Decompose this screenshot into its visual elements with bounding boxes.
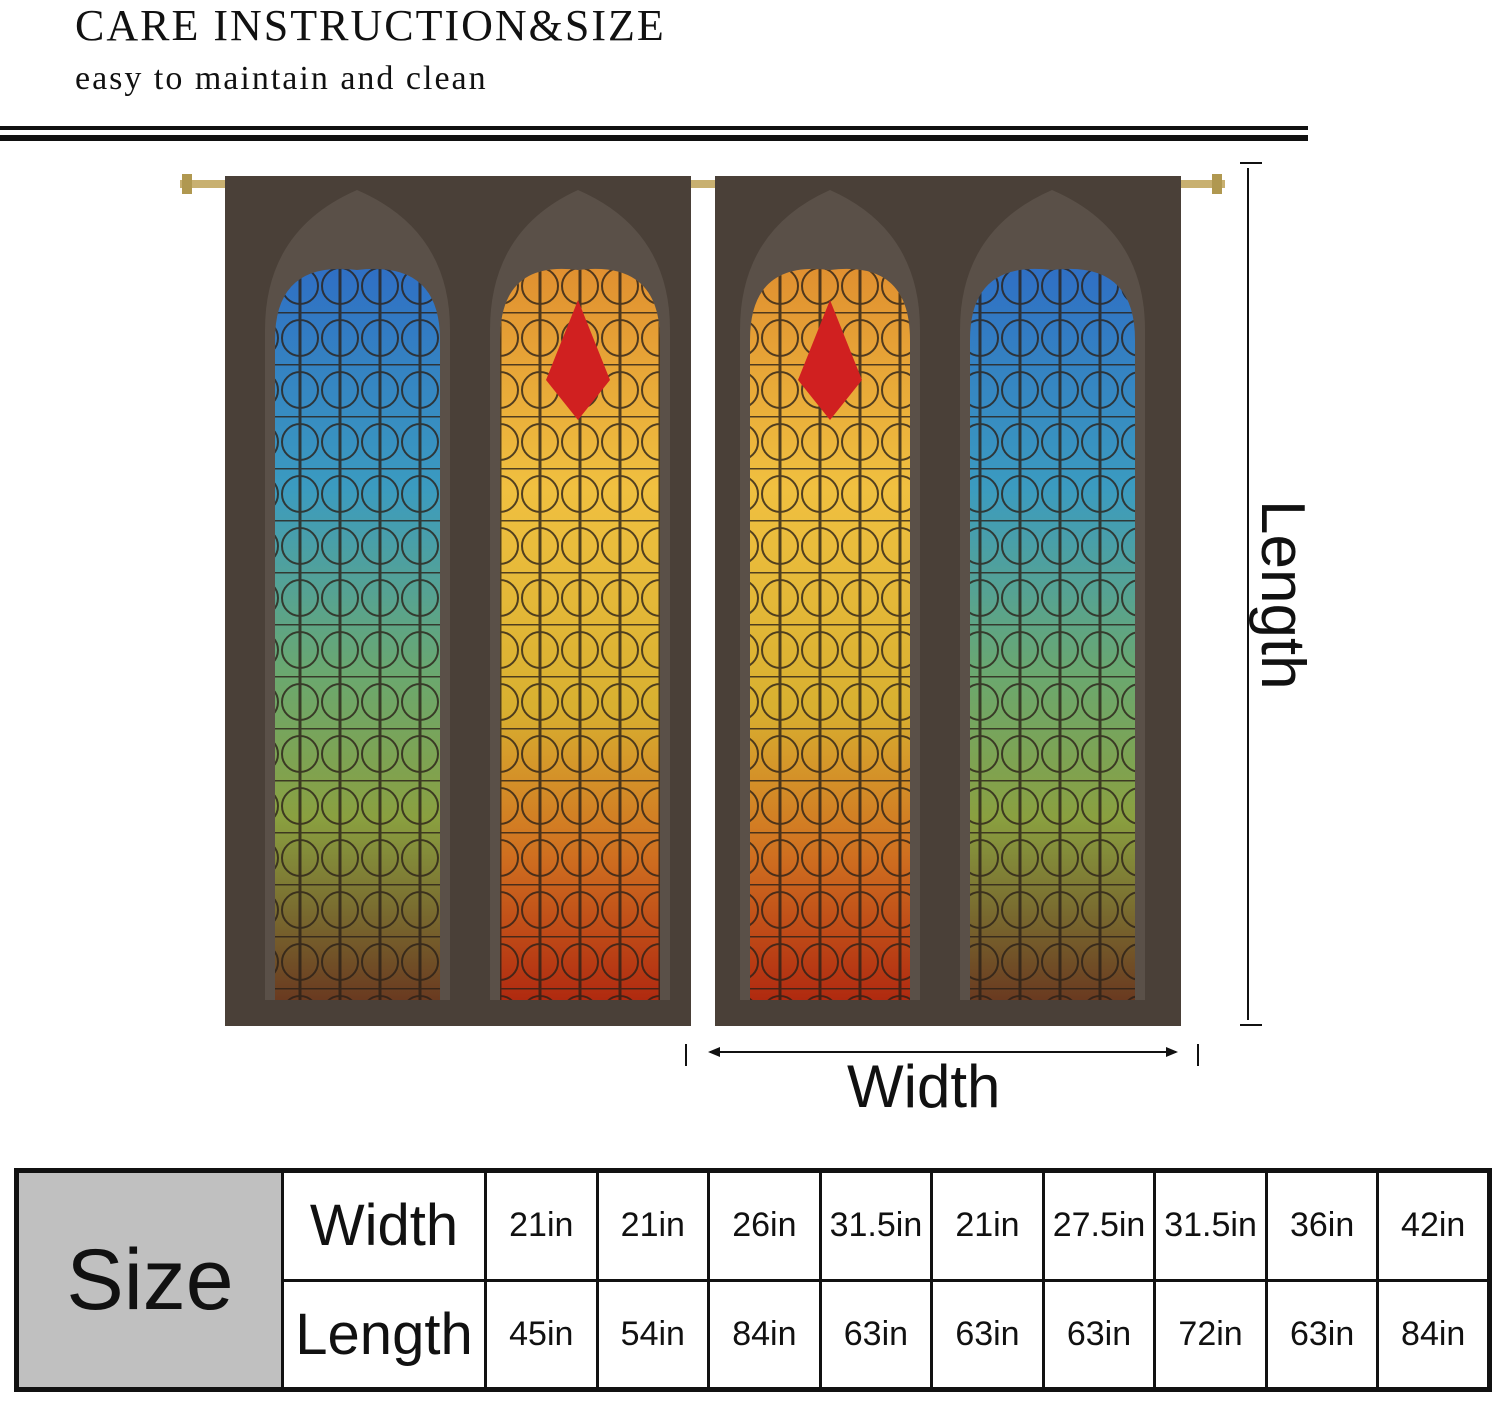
width-cell: 31.5in <box>1153 1169 1268 1282</box>
width-arrow <box>685 1044 1199 1066</box>
length-label: Length <box>1248 500 1317 690</box>
row-label-length: Length <box>281 1278 487 1391</box>
length-cell: 84in <box>707 1278 822 1391</box>
length-cell: 72in <box>1153 1278 1268 1391</box>
curtain-rod <box>180 180 1225 188</box>
width-cell: 31.5in <box>818 1169 934 1282</box>
curtain-panel-left <box>225 176 691 1026</box>
length-cell: 54in <box>595 1278 711 1391</box>
length-arrow <box>1240 162 1262 1026</box>
divider <box>0 126 1308 130</box>
page-title: CARE INSTRUCTION&SIZE <box>75 1 666 50</box>
length-cell: 63in <box>818 1278 934 1391</box>
page-subtitle: easy to maintain and clean <box>75 60 488 97</box>
length-cell: 63in <box>1041 1278 1157 1391</box>
width-cell: 42in <box>1376 1169 1491 1282</box>
divider <box>0 135 1308 141</box>
size-table: Size Width 21in 21in 26in 31.5in 21in 27… <box>14 1168 1492 1392</box>
width-cell: 27.5in <box>1041 1169 1157 1282</box>
table-row: Length 45in 54in 84in 63in 63in 63in 72i… <box>17 1278 1491 1391</box>
width-cell: 21in <box>595 1169 711 1282</box>
length-cell: 63in <box>930 1278 1045 1391</box>
row-label-width: Width <box>281 1169 487 1282</box>
length-cell: 45in <box>484 1278 599 1391</box>
length-cell: 63in <box>1264 1278 1380 1391</box>
width-cell: 21in <box>930 1169 1045 1282</box>
width-cell: 21in <box>484 1169 599 1282</box>
size-label: Size <box>15 1169 284 1391</box>
width-label: Width <box>847 1053 1001 1120</box>
width-cell: 26in <box>707 1169 822 1282</box>
table-row: Size Width 21in 21in 26in 31.5in 21in 27… <box>15 1169 1491 1391</box>
curtain-panel-right <box>715 176 1181 1026</box>
width-cell: 36in <box>1264 1169 1380 1282</box>
length-cell: 84in <box>1376 1278 1491 1391</box>
curtain-illustration <box>180 162 1262 1066</box>
